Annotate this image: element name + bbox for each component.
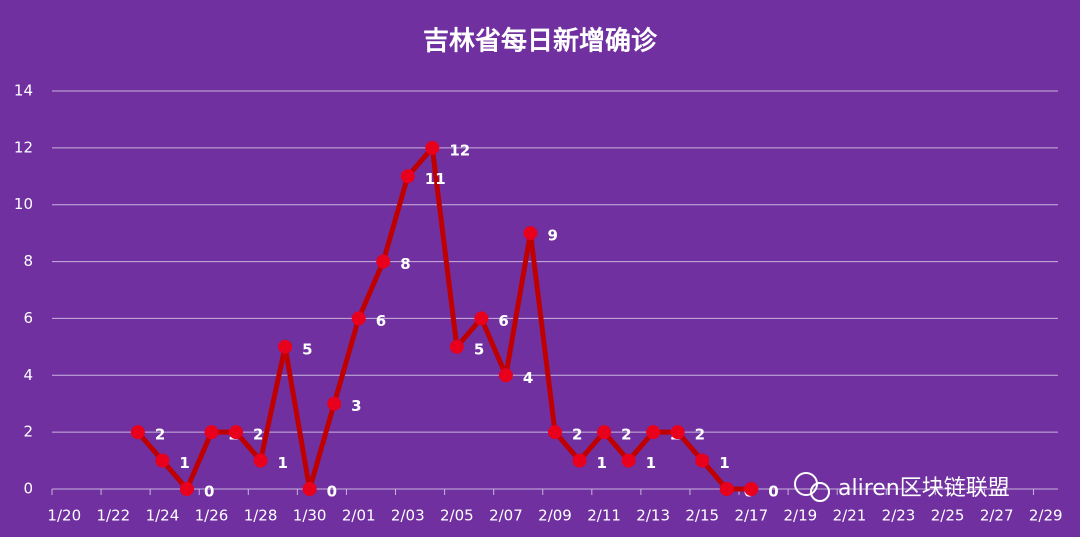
data-label: 4 bbox=[523, 369, 533, 387]
data-point bbox=[204, 425, 219, 440]
data-label: 0 bbox=[327, 483, 337, 501]
data-label: 11 bbox=[425, 170, 446, 188]
x-tick-label: 2/05 bbox=[440, 507, 474, 525]
data-label: 0 bbox=[768, 483, 778, 501]
data-point bbox=[474, 311, 489, 326]
data-label: 5 bbox=[474, 340, 484, 358]
y-tick-label: 8 bbox=[23, 252, 33, 270]
watermark: aliren区块链联盟 bbox=[838, 476, 1010, 501]
x-tick-label: 2/17 bbox=[734, 507, 768, 525]
y-tick-label: 12 bbox=[14, 138, 33, 156]
x-tick-label: 1/26 bbox=[195, 507, 229, 525]
x-tick-label: 2/23 bbox=[882, 507, 916, 525]
data-point bbox=[719, 482, 734, 496]
y-tick-label: 0 bbox=[23, 480, 33, 498]
x-tick-label: 2/15 bbox=[685, 507, 719, 525]
x-tick-label: 2/19 bbox=[784, 507, 818, 525]
x-tick-label: 2/09 bbox=[538, 507, 572, 525]
chart-title: 吉林省每日新增确诊 bbox=[423, 26, 658, 57]
data-point bbox=[130, 425, 145, 440]
y-tick-label: 14 bbox=[14, 82, 33, 100]
y-tick-label: 4 bbox=[23, 366, 33, 384]
data-point bbox=[229, 425, 244, 440]
data-point bbox=[572, 453, 587, 468]
data-point bbox=[400, 169, 415, 184]
x-tick-label: 2/25 bbox=[931, 507, 965, 525]
data-point bbox=[376, 254, 391, 269]
data-label: 6 bbox=[498, 312, 508, 330]
x-tick-label: 1/28 bbox=[244, 507, 278, 525]
data-label: 5 bbox=[302, 340, 312, 358]
icon-bubble bbox=[810, 482, 830, 502]
x-tick-label: 2/11 bbox=[587, 507, 621, 525]
x-tick-label: 2/07 bbox=[489, 507, 523, 525]
data-point bbox=[425, 140, 440, 155]
x-tick-label: 1/20 bbox=[47, 507, 81, 525]
watermark-icon bbox=[794, 472, 830, 502]
data-label: 9 bbox=[547, 227, 557, 245]
x-tick-label: 2/21 bbox=[833, 507, 867, 525]
data-label: 2 bbox=[155, 426, 165, 444]
data-label: 2 bbox=[695, 426, 705, 444]
data-point bbox=[744, 482, 759, 496]
x-tick-label: 1/22 bbox=[96, 507, 130, 525]
data-label: 3 bbox=[351, 397, 361, 415]
y-tick-label: 2 bbox=[23, 423, 33, 441]
x-tick-label: 1/30 bbox=[293, 507, 327, 525]
data-label: 12 bbox=[449, 141, 470, 159]
data-point bbox=[548, 425, 562, 440]
data-point bbox=[179, 482, 194, 496]
data-point bbox=[351, 311, 366, 326]
y-tick-label: 10 bbox=[14, 195, 33, 213]
data-label: 1 bbox=[179, 454, 189, 472]
x-tick-label: 1/24 bbox=[146, 507, 180, 525]
data-label: 6 bbox=[376, 312, 386, 330]
data-label: 1 bbox=[597, 454, 607, 472]
data-point bbox=[646, 425, 661, 440]
data-label: 0 bbox=[204, 483, 214, 501]
x-tick-label: 2/29 bbox=[1029, 507, 1063, 525]
data-point bbox=[670, 425, 685, 440]
data-point bbox=[302, 482, 317, 496]
x-tick-label: 2/03 bbox=[391, 507, 425, 525]
data-label: 2 bbox=[572, 426, 582, 444]
data-label: 2 bbox=[621, 426, 631, 444]
x-tick-label: 2/27 bbox=[980, 507, 1014, 525]
data-point bbox=[327, 396, 342, 411]
data-point bbox=[695, 453, 710, 468]
x-tick-label: 2/13 bbox=[636, 507, 670, 525]
data-label: 1 bbox=[278, 454, 288, 472]
data-point bbox=[597, 425, 612, 440]
x-tick-label: 2/01 bbox=[342, 507, 376, 525]
data-label: 8 bbox=[400, 255, 410, 273]
y-tick-label: 6 bbox=[23, 309, 33, 327]
data-label: 1 bbox=[719, 454, 729, 472]
data-label: 2 bbox=[253, 426, 263, 444]
data-point bbox=[449, 339, 464, 354]
data-point bbox=[278, 339, 293, 354]
data-point bbox=[621, 453, 636, 468]
data-point bbox=[253, 453, 268, 468]
data-point bbox=[155, 453, 170, 468]
data-label: 1 bbox=[646, 454, 656, 472]
data-point bbox=[523, 226, 538, 241]
data-point bbox=[498, 368, 513, 383]
